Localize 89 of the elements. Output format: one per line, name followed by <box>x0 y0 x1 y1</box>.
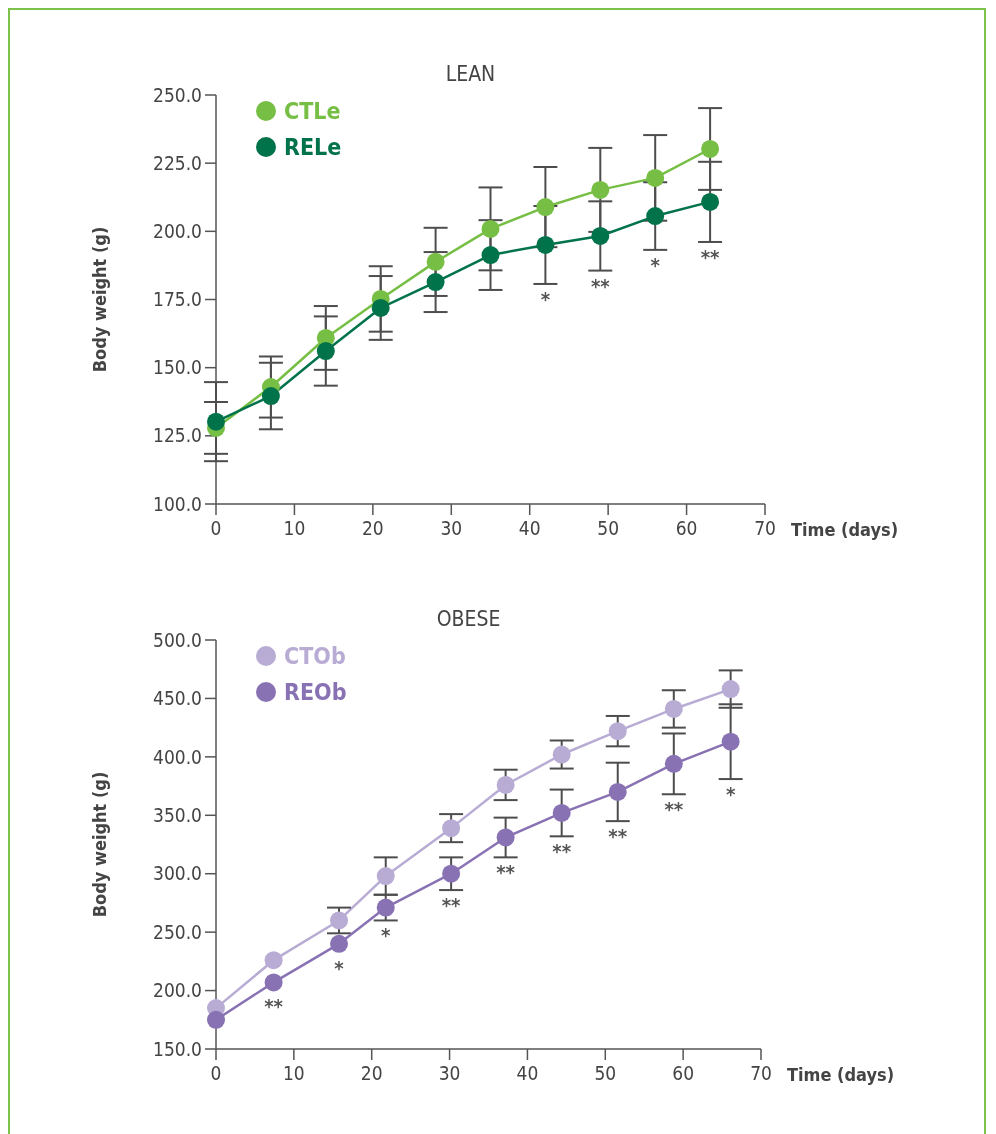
annotation: * <box>334 955 345 980</box>
y-axis-title: Body weight (g) <box>89 226 110 373</box>
annotation: ** <box>552 839 572 864</box>
point <box>481 219 500 238</box>
annotation: * <box>540 286 551 311</box>
point <box>442 819 461 838</box>
chart-title: OBESE <box>436 607 501 631</box>
x-tick-label: 20 <box>360 1062 383 1084</box>
point <box>442 864 461 883</box>
point <box>496 828 515 847</box>
y-tick-label: 175.0 <box>153 288 202 311</box>
y-tick-label: 200.0 <box>153 219 202 242</box>
x-tick-label: 0 <box>210 1062 222 1084</box>
point <box>264 973 283 992</box>
point <box>207 412 225 431</box>
x-tick-label: 50 <box>594 1062 617 1084</box>
point <box>481 246 500 265</box>
point <box>701 139 720 158</box>
legend-label: CTOb <box>284 643 346 670</box>
point <box>701 192 720 211</box>
x-tick-label: 10 <box>283 517 306 539</box>
y-tick-label: 250.0 <box>153 83 202 106</box>
annotation: ** <box>264 994 284 1019</box>
point <box>608 782 627 801</box>
y-tick-label: 450.0 <box>153 687 202 710</box>
y-tick-label: 150.0 <box>153 1037 202 1060</box>
point <box>646 207 665 226</box>
legend-label: REOb <box>284 679 347 706</box>
y-tick-label: 200.0 <box>153 979 202 1002</box>
x-tick-label: 60 <box>672 1062 695 1084</box>
point <box>207 1010 225 1029</box>
point <box>316 342 335 361</box>
point <box>371 298 390 317</box>
x-axis-title: Time (days) <box>791 519 899 540</box>
point <box>664 699 683 718</box>
x-tick-label: 70 <box>750 1062 772 1084</box>
annotation: ** <box>441 893 462 918</box>
annotation: ** <box>496 860 516 885</box>
point <box>552 745 571 764</box>
x-tick-label: 40 <box>518 517 541 539</box>
y-tick-label: 350.0 <box>153 803 202 826</box>
point <box>330 911 349 930</box>
y-axis-title: Body weight (g) <box>89 771 110 918</box>
point <box>376 867 395 886</box>
x-tick-label: 20 <box>361 517 384 539</box>
point <box>552 803 571 822</box>
point <box>664 754 683 773</box>
point <box>261 387 280 406</box>
annotation: ** <box>700 244 721 269</box>
legend-label: RELe <box>284 134 342 161</box>
x-tick-label: 0 <box>210 517 222 539</box>
x-tick-label: 60 <box>675 517 698 539</box>
point <box>536 235 555 254</box>
point <box>721 680 740 699</box>
annotation: ** <box>590 273 611 298</box>
y-tick-label: 100.0 <box>153 492 202 515</box>
y-tick-label: 500.0 <box>153 628 202 651</box>
x-tick-label: 30 <box>440 517 463 539</box>
point <box>721 732 740 751</box>
point <box>536 198 555 217</box>
point <box>608 722 627 741</box>
point <box>646 168 665 187</box>
point <box>496 775 515 794</box>
x-axis-title: Time (days) <box>787 1064 895 1085</box>
point <box>264 951 283 970</box>
y-tick-label: 225.0 <box>153 151 202 174</box>
chart-title: LEAN <box>445 62 496 86</box>
annotation: ** <box>664 797 684 822</box>
y-tick-label: 300.0 <box>153 862 202 885</box>
point <box>591 180 610 199</box>
point <box>376 898 395 917</box>
x-tick-label: 10 <box>282 1062 305 1084</box>
y-tick-label: 400.0 <box>153 745 202 768</box>
y-tick-label: 150.0 <box>153 356 202 379</box>
y-tick-label: 250.0 <box>153 920 202 943</box>
legend-label: CTLe <box>284 98 341 125</box>
x-tick-label: 30 <box>438 1062 461 1084</box>
annotation: * <box>650 252 661 277</box>
point <box>330 934 349 953</box>
annotation: ** <box>608 824 628 849</box>
point <box>426 273 445 292</box>
x-tick-label: 50 <box>597 517 620 539</box>
annotation: * <box>725 782 736 807</box>
y-tick-label: 125.0 <box>153 424 202 447</box>
annotation: * <box>381 923 392 948</box>
point <box>426 252 445 271</box>
x-tick-label: 70 <box>754 517 776 539</box>
x-tick-label: 40 <box>516 1062 539 1084</box>
point <box>591 226 610 245</box>
